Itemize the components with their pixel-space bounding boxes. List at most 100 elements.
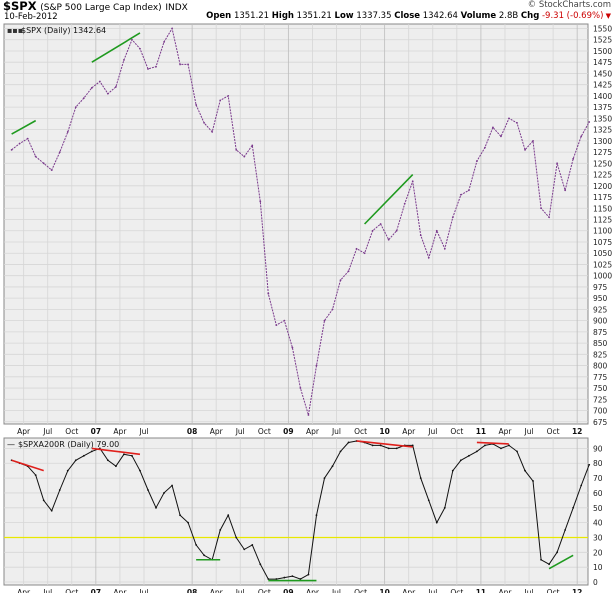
indicator-series-line-point	[259, 563, 262, 566]
price-series-line-point	[435, 229, 438, 232]
price-series-line-point	[339, 279, 342, 282]
date: 10-Feb-2012	[4, 12, 58, 22]
low-value: 1337.35	[356, 11, 392, 21]
indicator-series-line-point	[74, 459, 77, 462]
indicator-x-tick-label: Oct	[354, 588, 367, 593]
indicator-series-line-point	[291, 575, 294, 577]
indicator-series-line-point	[508, 444, 510, 447]
price-x-tick-label: Jul	[524, 427, 534, 436]
price-y-tick-label: 1175	[593, 193, 612, 202]
volume-value: 2.8B	[498, 11, 519, 21]
indicator-series-line-point	[147, 489, 149, 491]
price-series-line-point	[564, 189, 567, 192]
price-y-tick-label: 1125	[593, 216, 612, 225]
price-series-line-point	[90, 86, 93, 89]
price-series-line-point	[187, 63, 190, 66]
price-series-line-point	[331, 308, 334, 311]
price-y-tick-label: 900	[593, 317, 608, 326]
price-series-line-point	[219, 99, 222, 102]
indicator-x-tick-label: Oct	[65, 588, 78, 593]
indicator-series-line-point	[90, 450, 93, 453]
indicator-x-tick-label: Apr	[498, 588, 512, 593]
indicator-series-line-point	[155, 506, 157, 509]
indicator-series-line-point	[163, 492, 165, 494]
price-y-tick-label: 925	[593, 305, 608, 314]
price-series-line-point	[443, 247, 446, 250]
price-series-line-point	[572, 157, 575, 160]
price-y-tick-label: 1075	[593, 238, 612, 247]
price-y-tick-label: 825	[593, 350, 608, 359]
price-series-line-point	[235, 148, 238, 151]
price-x-tick-label: Oct	[258, 427, 271, 436]
close-value: 1342.64	[422, 11, 458, 21]
high-label: High	[271, 11, 294, 21]
price-series-line-point	[588, 121, 591, 123]
price-y-tick-label: 1400	[593, 92, 612, 101]
price-series-line-point	[115, 86, 117, 88]
indicator-series-line-point	[524, 469, 526, 472]
price-series-line-point	[580, 135, 583, 138]
price-x-tick-label: Jul	[138, 427, 148, 436]
price-series-line-point	[139, 47, 141, 50]
symbol-name: (S&P 500 Large Cap Index)	[40, 3, 162, 13]
indicator-x-tick-label: Jul	[524, 588, 534, 593]
indicator-green-trendline	[548, 554, 574, 570]
price-x-tick-label: Oct	[65, 427, 78, 436]
price-x-tick-label: Apr	[113, 427, 127, 436]
price-y-tick-label: 1350	[593, 114, 612, 123]
price-x-tick-label: Jul	[427, 427, 437, 436]
indicator-series-line-point	[459, 459, 462, 462]
price-x-tick-label: Oct	[547, 427, 560, 436]
indicator-y-tick-label: 40	[593, 519, 603, 528]
indicator-series-line-point	[115, 465, 117, 468]
price-series-line-point	[227, 95, 230, 97]
indicator-series-line-point	[556, 551, 559, 554]
indicator-y-tick-label: 80	[593, 459, 603, 468]
indicator-legend: $SPXA200R (Daily) 79.00	[18, 440, 119, 449]
price-series-line-point	[524, 148, 526, 151]
price-x-tick-label: Jul	[42, 427, 52, 436]
price-series-line-point	[315, 364, 318, 367]
indicator-series-line-point	[451, 469, 454, 472]
indicator-series-line-point	[267, 578, 270, 580]
price-y-tick-label: 725	[593, 395, 608, 404]
indicator-y-tick-label: 50	[593, 504, 603, 513]
price-legend: $SPX (Daily) 1342.64	[21, 26, 106, 35]
price-series-line-point	[403, 202, 406, 205]
price-y-tick-label: 675	[593, 418, 608, 427]
price-y-tick-label: 1050	[593, 249, 612, 258]
indicator-series-line-point	[323, 477, 326, 479]
copyright: © StockCharts.com	[527, 0, 611, 10]
indicator-series-line-point	[371, 444, 374, 447]
indicator-x-tick-label: 09	[283, 588, 293, 593]
price-series-line-point	[347, 270, 350, 273]
price-series-line-point	[26, 137, 29, 140]
price-green-trendline	[11, 119, 37, 135]
indicator-x-tick-label: Oct	[258, 588, 271, 593]
indicator-y-tick-label: 10	[593, 563, 603, 572]
price-series-line-point	[532, 139, 534, 142]
price-series-line-point	[556, 162, 559, 165]
price-x-tick-label: Apr	[402, 427, 416, 436]
indicator-series-line-point	[50, 509, 53, 512]
indicator-series-line-point	[179, 514, 181, 517]
price-series-line-point	[355, 247, 358, 250]
price-series-line-point	[155, 65, 157, 68]
price-y-tick-label: 1450	[593, 69, 612, 78]
indicator-series-line-point	[131, 454, 133, 457]
price-x-tick-label: Oct	[450, 427, 463, 436]
indicator-x-tick-label: 11	[476, 588, 486, 593]
indicator-x-tick-label: 08	[187, 588, 197, 593]
price-series-line-point	[267, 292, 270, 295]
indicator-series-line-point	[516, 450, 518, 453]
price-series-line-point	[10, 148, 13, 151]
price-y-tick-label: 950	[593, 294, 608, 303]
price-y-tick-label: 1225	[593, 171, 612, 180]
price-y-tick-label: 1550	[593, 24, 612, 33]
indicator-series-line-point	[34, 474, 37, 477]
price-series-line-point	[195, 103, 198, 106]
price-series-line-point	[259, 200, 262, 203]
price-y-tick-label: 800	[593, 362, 608, 371]
price-y-tick-label: 850	[593, 339, 608, 348]
